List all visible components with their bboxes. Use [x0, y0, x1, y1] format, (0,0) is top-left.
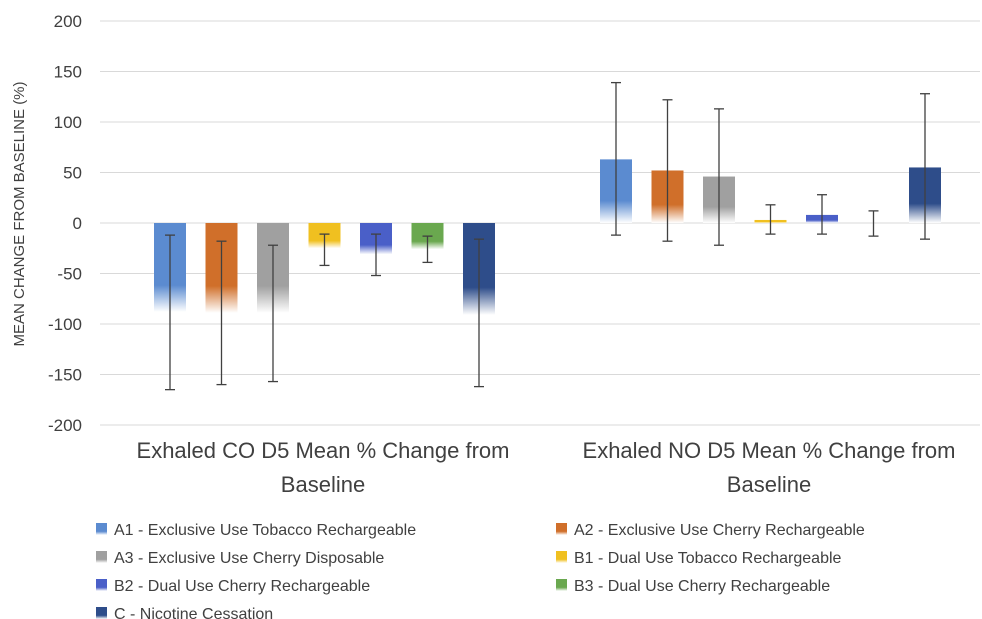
error-bar	[920, 93, 930, 240]
category-label: Baseline	[727, 472, 811, 497]
category-label: Baseline	[281, 472, 365, 497]
category-labels: Exhaled CO D5 Mean % Change from Baseline…	[137, 438, 956, 497]
error-bars	[165, 81, 930, 391]
legend-label: B1 - Dual Use Tobacco Rechargeable	[574, 550, 842, 567]
y-tick-label: -200	[48, 416, 82, 435]
gridlines	[100, 20, 980, 426]
legend-swatch	[556, 551, 567, 563]
error-bar	[714, 108, 724, 246]
legend-label: B3 - Dual Use Cherry Rechargeable	[574, 578, 830, 595]
legend-swatch	[96, 523, 107, 535]
error-bar	[319, 233, 330, 267]
legend-item: A3 - Exclusive Use Cherry Disposable	[96, 550, 384, 567]
legend-item: B1 - Dual Use Tobacco Rechargeable	[556, 550, 842, 567]
legend-label: A1 - Exclusive Use Tobacco Rechargeable	[114, 522, 416, 539]
error-bar	[371, 233, 381, 277]
legend-label: B2 - Dual Use Cherry Rechargeable	[114, 578, 370, 595]
y-tick-label: 150	[54, 63, 82, 82]
bars	[154, 159, 941, 315]
y-tick-label: -50	[57, 265, 82, 284]
legend-item: C - Nicotine Cessation	[96, 606, 273, 619]
y-tick-label: 100	[54, 113, 82, 132]
error-bar	[662, 99, 673, 242]
legend-label: A2 - Exclusive Use Cherry Rechargeable	[574, 522, 865, 539]
legend-item: B3 - Dual Use Cherry Rechargeable	[556, 578, 830, 595]
error-bar	[611, 81, 621, 236]
legend-swatch	[96, 607, 107, 619]
y-tick-label: 200	[54, 12, 82, 31]
legend-swatch	[556, 579, 567, 591]
error-bar	[765, 204, 776, 235]
error-bar	[868, 210, 879, 237]
legend-label: C - Nicotine Cessation	[114, 606, 273, 619]
legend-item: A1 - Exclusive Use Tobacco Rechargeable	[96, 522, 416, 539]
error-bar	[268, 244, 278, 383]
error-bar	[216, 240, 227, 386]
y-tick-label: 0	[73, 214, 82, 233]
legend-item: B2 - Dual Use Cherry Rechargeable	[96, 578, 370, 595]
y-tick-label: 50	[63, 164, 82, 183]
y-axis-ticks: 200 150 100 50 0 -50 -100 -150 -200	[48, 12, 82, 435]
error-bar	[817, 194, 827, 235]
error-bar	[474, 238, 484, 388]
error-bar	[165, 234, 175, 391]
y-tick-label: -150	[48, 366, 82, 385]
legend-swatch	[96, 551, 107, 563]
category-label: Exhaled CO D5 Mean % Change from	[137, 438, 510, 463]
legend-swatch	[556, 523, 567, 535]
y-axis-label: MEAN CHANGE FROM BASELINE (%)	[11, 81, 28, 346]
y-tick-label: -100	[48, 315, 82, 334]
category-label: Exhaled NO D5 Mean % Change from	[583, 438, 956, 463]
legend: A1 - Exclusive Use Tobacco Rechargeable A…	[96, 522, 865, 619]
legend-item: A2 - Exclusive Use Cherry Rechargeable	[556, 522, 865, 539]
error-bar	[422, 235, 433, 264]
legend-swatch	[96, 579, 107, 591]
legend-label: A3 - Exclusive Use Cherry Disposable	[114, 550, 384, 567]
